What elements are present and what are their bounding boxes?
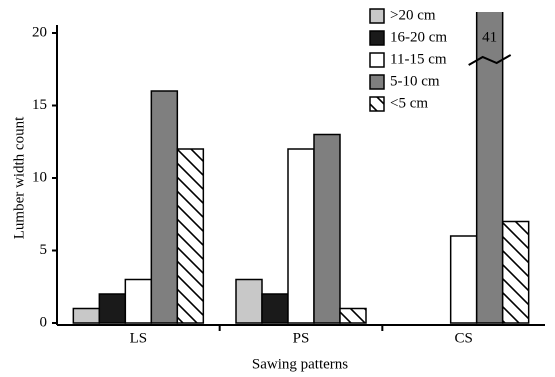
bar	[150, 90, 179, 324]
legend-label: 16-20 cm	[390, 29, 447, 45]
bar	[124, 278, 153, 324]
data-label: 41	[482, 29, 497, 45]
bar	[176, 148, 205, 324]
legend-swatch	[369, 8, 385, 24]
bar	[261, 293, 289, 324]
legend-label: 11-15 cm	[390, 51, 447, 67]
legend-label: 5-10 cm	[390, 73, 440, 89]
y-tick-label: 5	[40, 242, 48, 258]
bar	[313, 133, 341, 324]
bar	[98, 293, 127, 324]
legend-swatch	[369, 74, 385, 90]
bar	[72, 307, 101, 324]
legend-label: <5 cm	[390, 95, 428, 111]
bar	[235, 278, 263, 324]
y-tick-label: 20	[32, 24, 47, 40]
bar	[501, 220, 530, 324]
bar	[475, 12, 504, 324]
legend-swatch	[369, 30, 385, 46]
legend-swatch	[369, 52, 385, 68]
x-tick-label: LS	[130, 330, 148, 346]
y-tick-label: 10	[32, 169, 47, 185]
x-tick-label: PS	[293, 330, 310, 346]
x-tick-label: CS	[454, 330, 472, 346]
bar	[339, 307, 367, 324]
bars	[72, 12, 530, 324]
bar	[449, 235, 478, 324]
y-tick-label: 0	[40, 314, 48, 330]
bar	[287, 148, 315, 324]
legend-swatch	[369, 96, 385, 112]
y-axis-label: Lumber width count	[11, 116, 27, 239]
y-tick-label: 15	[32, 97, 47, 113]
x-axis-label: Sawing patterns	[252, 356, 348, 372]
legend-label: >20 cm	[390, 7, 436, 23]
axis-break	[468, 54, 512, 66]
